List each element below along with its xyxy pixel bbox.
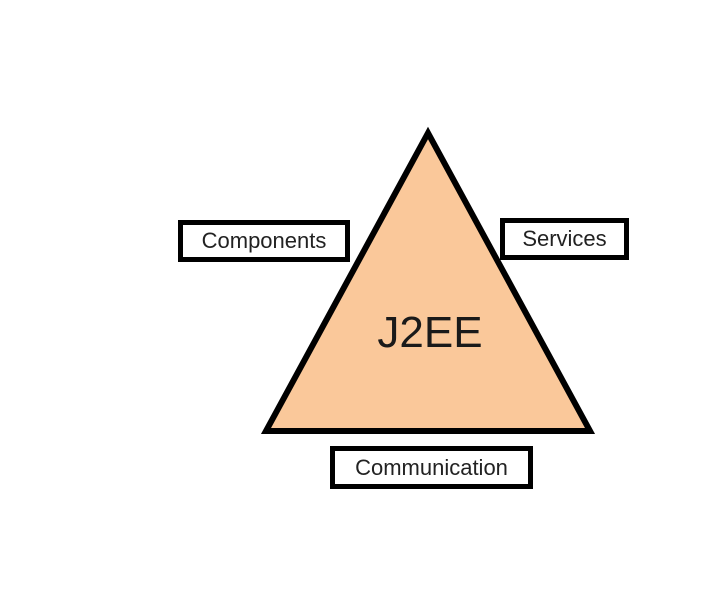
components-label: Components bbox=[201, 228, 327, 253]
services-label: Services bbox=[522, 226, 607, 251]
services-label-box: Services bbox=[500, 218, 629, 260]
communication-label: Communication bbox=[355, 454, 508, 480]
j2ee-triangle bbox=[260, 126, 596, 434]
components-label-box: Components bbox=[178, 220, 350, 262]
communication-label-box: Communication bbox=[330, 446, 533, 489]
j2ee-center-label: J2EE bbox=[377, 308, 483, 357]
